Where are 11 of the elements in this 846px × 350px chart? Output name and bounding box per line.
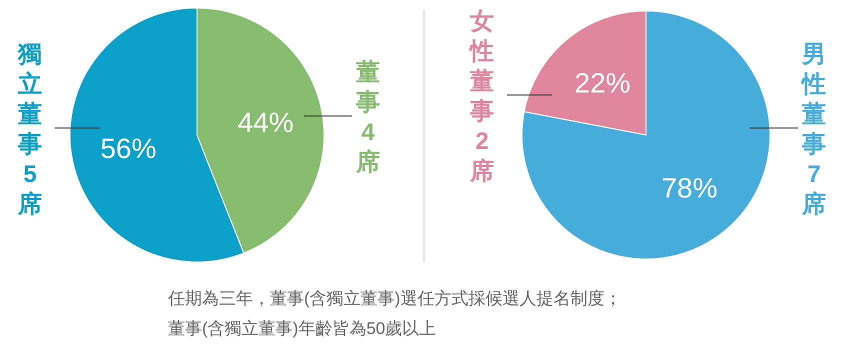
slice-label: 女性董事2席 [468, 8, 494, 185]
text: 董事(含獨立董事)年齡皆為50歲以上 [168, 319, 436, 338]
pie-slice [522, 10, 770, 260]
data-label: 22% [574, 67, 631, 98]
slice-label: 獨立董事5席 [17, 41, 42, 218]
slice-label: 董事4席 [355, 58, 380, 176]
slice-label: 男性董事7席 [800, 41, 826, 218]
data-label: 78% [661, 172, 718, 204]
data-label: 44% [238, 106, 294, 138]
text: 任期為三年，董事(含獨立董事)選任方式採候選人提名制度； [167, 289, 622, 308]
data-label: 56% [100, 133, 156, 164]
